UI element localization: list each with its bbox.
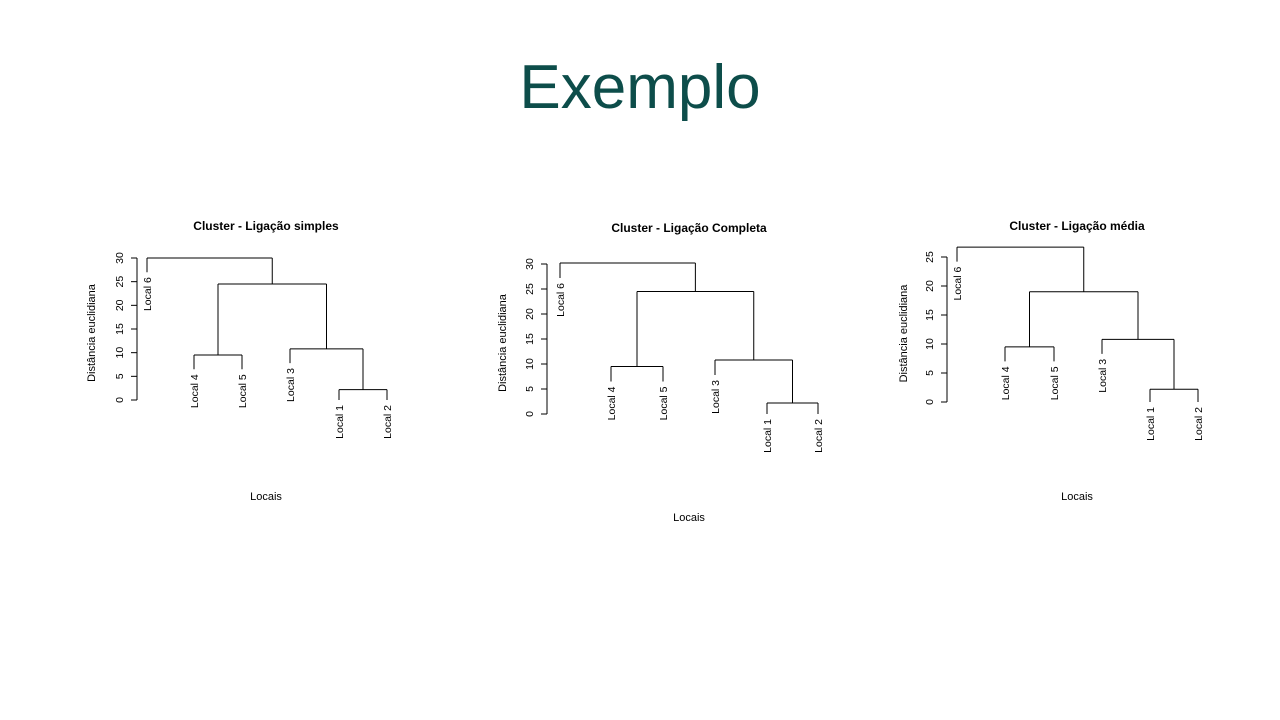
y-tick-label: 20 [924, 280, 936, 292]
leaf-label: Local 3 [710, 380, 722, 414]
slide-title: Exemplo [519, 53, 761, 122]
merge-link [610, 366, 664, 382]
x-axis-label: Locais [673, 512, 705, 524]
chart-title: Cluster - Ligação simples [193, 219, 339, 233]
y-tick-label: 0 [524, 411, 536, 417]
leaf-label: Local 6 [555, 283, 567, 317]
leaf-label: Local 4 [1000, 366, 1012, 400]
chart-title: Cluster - Ligação Completa [611, 221, 767, 235]
leaf-label: Local 1 [762, 419, 774, 453]
leaf-label: Local 4 [189, 374, 201, 408]
y-axis-label: Distância euclidiana [497, 293, 509, 392]
leaf-label: Local 2 [1193, 407, 1205, 441]
y-tick-label: 25 [924, 251, 936, 263]
y-tick-label: 5 [924, 370, 936, 376]
leaf-label: Local 1 [1145, 407, 1157, 441]
y-axis-label: Distância euclidiana [898, 284, 910, 383]
x-axis-label: Locais [250, 491, 282, 503]
y-tick-label: 15 [114, 323, 126, 335]
leaf-label: Local 4 [606, 386, 618, 420]
leaf-label: Local 5 [1049, 366, 1061, 400]
y-tick-label: 10 [924, 338, 936, 350]
y-tick-label: 25 [524, 283, 536, 295]
merge-link [1101, 338, 1175, 390]
dendrogram-average-linkage: Cluster - Ligação média 0 5 10 15 20 25 Distânc… [890, 210, 1230, 510]
y-tick-label: 30 [114, 252, 126, 264]
y-tick-label: 0 [924, 399, 936, 405]
dendrogram-svg: Cluster - Ligação Completa 0 5 10 15 20 25 30 Di… [497, 221, 825, 524]
merge-link [1149, 388, 1199, 402]
y-tick-label: 30 [524, 258, 536, 270]
dendrogram-single-linkage: Cluster - Ligação simples 0 5 10 15 20 25 30 Dis… [80, 210, 420, 510]
merge-link [146, 257, 273, 285]
x-axis-label: Locais [1061, 491, 1093, 503]
dendrogram-svg: Cluster - Ligação simples 0 5 10 15 20 25 30 Dis… [86, 219, 394, 503]
y-axis-label: Distância euclidiana [86, 283, 98, 382]
dendrogram-svg: Cluster - Ligação média 0 5 10 15 20 25 Distânc… [898, 219, 1205, 503]
merge-link [217, 283, 327, 356]
leaf-label: Local 2 [382, 405, 394, 439]
leaf-label: Local 3 [1097, 359, 1109, 393]
leaf-label: Local 5 [658, 386, 670, 420]
y-tick-label: 5 [114, 373, 126, 379]
y-tick-label: 0 [114, 397, 126, 403]
leaf-label: Local 6 [142, 277, 154, 311]
dendrogram-complete-linkage: Cluster - Ligação Completa 0 5 10 15 20 25 30 Di… [490, 212, 850, 532]
y-tick-label: 20 [524, 308, 536, 320]
merge-link [559, 262, 696, 292]
leaf-label: Local 2 [813, 419, 825, 453]
y-tick-label: 25 [114, 276, 126, 288]
y-tick-label: 15 [524, 333, 536, 345]
merge-link [1029, 291, 1139, 347]
merge-link [289, 348, 364, 390]
leaf-label: Local 6 [952, 266, 964, 300]
chart-title: Cluster - Ligação média [1009, 219, 1145, 233]
merge-link [193, 354, 243, 370]
leaf-label: Local 3 [285, 368, 297, 402]
merge-link [714, 359, 793, 403]
y-tick-label: 20 [114, 299, 126, 311]
leaf-label: Local 5 [237, 374, 249, 408]
merge-link [636, 291, 755, 367]
merge-link [1004, 346, 1055, 362]
merge-link [766, 402, 819, 414]
y-tick-label: 15 [924, 309, 936, 321]
leaf-label: Local 1 [334, 405, 346, 439]
y-tick-label: 10 [114, 347, 126, 359]
merge-link [338, 389, 388, 400]
merge-link [956, 246, 1085, 292]
y-tick-label: 5 [524, 386, 536, 392]
y-tick-label: 10 [524, 358, 536, 370]
